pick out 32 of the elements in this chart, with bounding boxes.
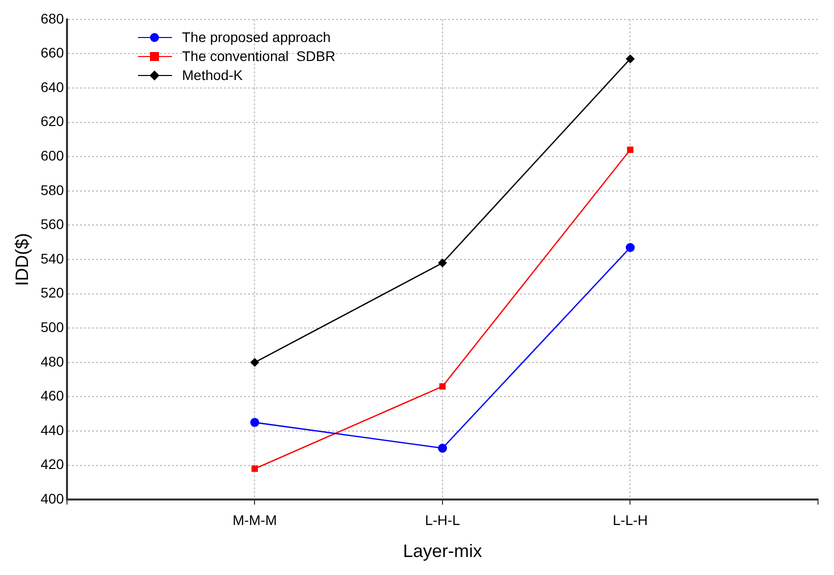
y-tick-label: 620 bbox=[40, 113, 64, 130]
y-tick-label: 520 bbox=[40, 284, 64, 301]
y-tick-label: 600 bbox=[40, 147, 64, 164]
x-axis-title: Layer-mix bbox=[402, 541, 482, 562]
point bbox=[627, 146, 634, 153]
y-tick-label: 480 bbox=[40, 353, 64, 370]
y-tick-label: 500 bbox=[40, 318, 64, 335]
x-tick-label: M-M-M bbox=[232, 512, 277, 528]
point bbox=[438, 258, 447, 268]
y-tick-label: 420 bbox=[40, 456, 64, 472]
legend-label: The conventional SDBR bbox=[182, 47, 336, 66]
y-tick-label: 580 bbox=[40, 182, 64, 198]
y-tick-label: 660 bbox=[40, 44, 64, 61]
y-tick-label: 460 bbox=[40, 388, 64, 404]
x-tick-label: L-H-L bbox=[424, 512, 460, 528]
legend-label: The proposed approach bbox=[182, 28, 331, 47]
y-tick-label: 540 bbox=[40, 250, 64, 266]
y-tick-label: 560 bbox=[40, 216, 64, 232]
point bbox=[250, 418, 260, 427]
legend-label: Method-K bbox=[182, 66, 243, 85]
y-tick-label: 400 bbox=[40, 490, 64, 506]
y-tick-label: 680 bbox=[40, 10, 64, 26]
x-tick-label: L-L-H bbox=[612, 512, 648, 528]
point bbox=[438, 444, 447, 453]
point bbox=[439, 383, 446, 390]
y-tick-label: 640 bbox=[40, 78, 64, 95]
point bbox=[626, 242, 635, 252]
point bbox=[626, 54, 635, 64]
y-axis-title: IDD($) bbox=[12, 233, 32, 286]
point bbox=[250, 358, 260, 367]
point bbox=[252, 466, 258, 472]
y-tick-label: 440 bbox=[40, 422, 64, 438]
